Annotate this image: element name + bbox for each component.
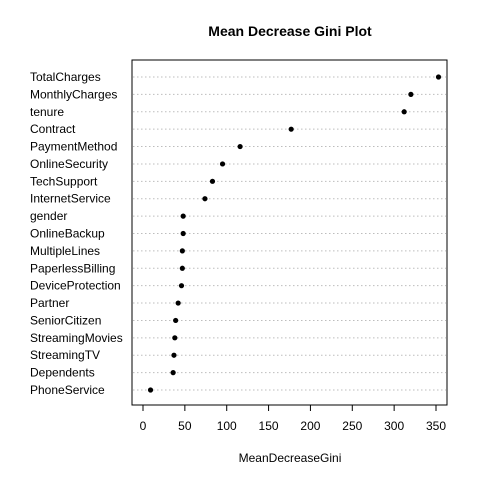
point-tenure <box>401 109 407 115</box>
x-tick-label-250: 250 <box>342 419 362 433</box>
category-label-gender: gender <box>30 209 67 223</box>
point-streamingtv <box>171 352 177 358</box>
x-axis-label: MeanDecreaseGini <box>239 451 342 465</box>
x-tick-label-200: 200 <box>300 419 320 433</box>
chart-title: Mean Decrease Gini Plot <box>208 23 372 39</box>
point-contract <box>288 126 294 132</box>
category-label-tenure: tenure <box>30 105 64 119</box>
point-paperlessbilling <box>179 265 185 271</box>
category-label-onlinebackup: OnlineBackup <box>30 227 105 241</box>
category-label-contract: Contract <box>30 122 76 136</box>
category-label-techsupport: TechSupport <box>30 174 98 188</box>
x-tick-label-100: 100 <box>217 419 237 433</box>
category-label-internetservice: InternetService <box>30 192 111 206</box>
point-techsupport <box>209 178 216 184</box>
point-internetservice <box>202 196 208 202</box>
point-onlinebackup <box>180 230 186 237</box>
point-multiplelines <box>179 248 185 254</box>
point-deviceprotection <box>178 283 185 289</box>
x-tick-label-0: 0 <box>140 419 147 433</box>
category-label-streamingtv: StreamingTV <box>30 348 100 362</box>
x-tick-label-300: 300 <box>384 419 404 433</box>
category-label-deviceprotection: DeviceProtection <box>30 279 121 293</box>
point-monthlycharges <box>408 91 414 97</box>
category-label-paperlessbilling: PaperlessBilling <box>30 261 115 275</box>
point-phoneservice <box>147 387 154 393</box>
category-label-dependents: Dependents <box>30 366 95 380</box>
category-label-monthlycharges: MonthlyCharges <box>30 87 117 101</box>
x-tick-label-50: 50 <box>178 419 192 433</box>
category-label-onlinesecurity: OnlineSecurity <box>30 157 108 171</box>
point-dependents <box>170 370 176 376</box>
plot-frame <box>131 59 448 406</box>
point-paymentmethod <box>237 143 243 150</box>
category-label-seniorcitizen: SeniorCitizen <box>30 313 101 327</box>
category-label-partner: Partner <box>30 296 69 310</box>
category-label-totalcharges: TotalCharges <box>30 70 101 84</box>
category-label-streamingmovies: StreamingMovies <box>30 331 123 345</box>
x-tick-label-150: 150 <box>259 419 279 433</box>
point-onlinesecurity <box>219 161 226 167</box>
category-label-phoneservice: PhoneService <box>30 383 105 397</box>
point-totalcharges <box>435 74 442 80</box>
point-seniorcitizen <box>173 317 179 324</box>
x-tick-label-350: 350 <box>426 419 446 433</box>
category-label-multiplelines: MultipleLines <box>30 244 100 258</box>
category-label-paymentmethod: PaymentMethod <box>30 140 117 154</box>
point-streamingmovies <box>172 335 178 341</box>
point-partner <box>175 300 181 306</box>
point-gender <box>180 213 186 219</box>
